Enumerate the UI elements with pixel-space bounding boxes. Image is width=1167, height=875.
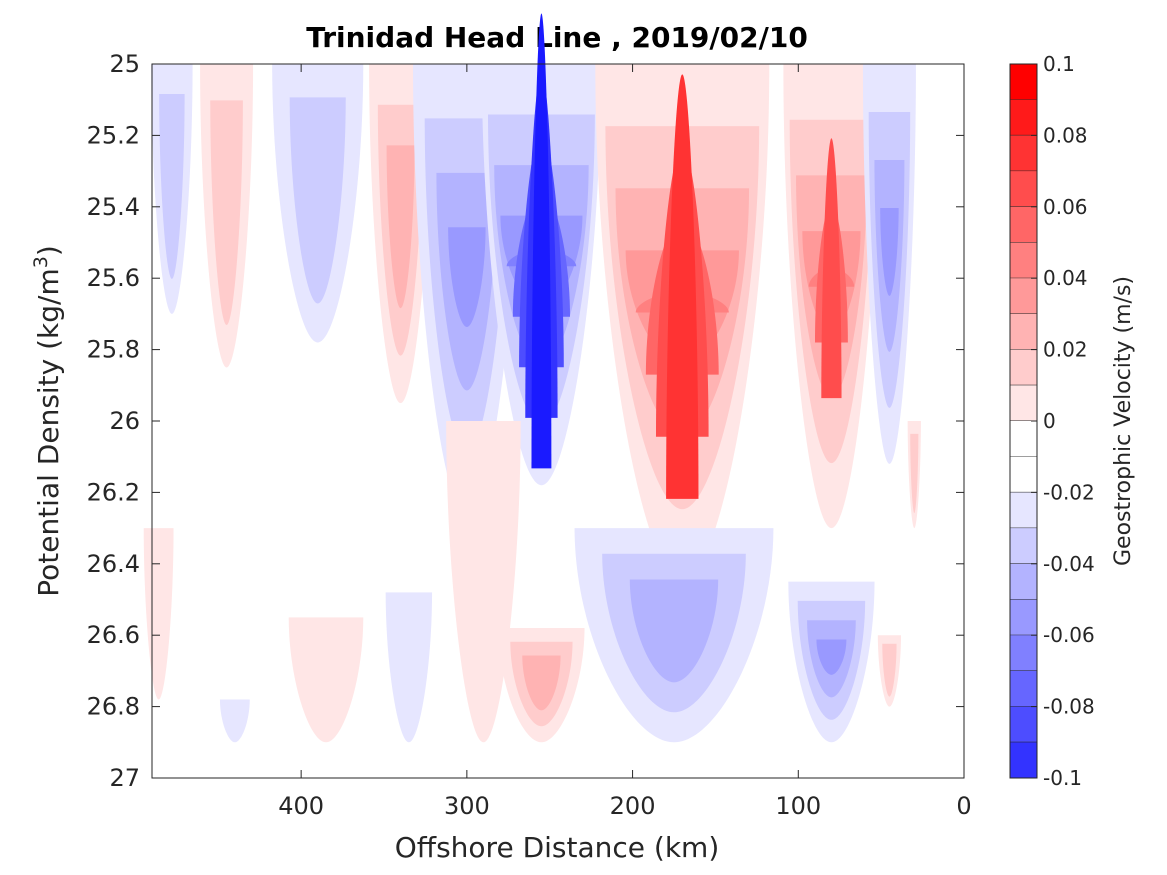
- y-tick-label: 26.4: [87, 550, 140, 578]
- colorbar: 0.1 0.08 0.06 0.04 0.02 0 -0.02 -0.04 -0.06 -0.08…: [1009, 52, 1095, 790]
- y-tick-label: 25.8: [87, 336, 140, 364]
- chart-title: Trinidad Head Line , 2019/02/10: [306, 21, 808, 54]
- x-tick-label: 100: [775, 792, 821, 820]
- y-tick-label: 25: [109, 50, 140, 78]
- colorbar-swatch: [1010, 599, 1037, 636]
- colorbar-tick-label: 0.06: [1043, 195, 1088, 219]
- x-axis-label: Offshore Distance (km): [395, 831, 720, 864]
- colorbar-swatch: [1010, 242, 1037, 279]
- colorbar-swatch: [1010, 635, 1037, 671]
- colorbar-swatch: [1010, 64, 1037, 100]
- colorbar-tick-label: 0.1: [1043, 52, 1075, 76]
- contour-band-blue-patch-335km-deep-0: [385, 592, 433, 743]
- y-tick-label: 25.6: [87, 264, 140, 292]
- y-axis-label-close: ): [32, 245, 65, 256]
- colorbar-swatch: [1010, 171, 1037, 207]
- y-tick-label: 26.6: [87, 621, 140, 649]
- contour-band-red-core-255km-deep-2: [522, 655, 561, 711]
- contour-band-blue-core-300km-3: [448, 227, 486, 327]
- colorbar-tick-label: -0.04: [1043, 552, 1095, 576]
- colorbar-swatch: [1010, 670, 1037, 707]
- colorbar-swatch: [1010, 421, 1037, 457]
- colorbar-tick-label: 0.08: [1043, 123, 1088, 147]
- x-tick-label: 200: [610, 792, 656, 820]
- colorbar-swatch: [1010, 278, 1037, 314]
- contour-band-red-core-340km-2: [386, 145, 415, 309]
- y-tick-label: 25.4: [87, 193, 140, 221]
- colorbar-swatches: [1010, 64, 1037, 779]
- colorbar-swatch: [1010, 492, 1037, 529]
- y-tick-label: 26.2: [87, 478, 140, 506]
- y-tick-label: 26.8: [87, 693, 140, 721]
- x-tick-label: 0: [956, 792, 971, 820]
- colorbar-tick-label: -0.02: [1043, 480, 1095, 504]
- colorbar-ticks: 0.1 0.08 0.06 0.04 0.02 0 -0.02 -0.04 -0.06 -0.08…: [1031, 52, 1095, 790]
- colorbar-tick-label: 0.04: [1043, 266, 1088, 290]
- y-axis-label: Potential Density (kg/m3): [30, 245, 65, 597]
- colorbar-swatch: [1010, 135, 1037, 172]
- colorbar-swatch: [1010, 742, 1037, 778]
- y-tick-label: 25.2: [87, 121, 140, 149]
- x-axis-ticks: 400 300 200 100 0: [278, 64, 972, 820]
- colorbar-swatch: [1010, 456, 1037, 493]
- y-axis-label-main: Potential Density (kg/m: [32, 268, 65, 597]
- contour-band-red-core-170km-7: [666, 74, 699, 499]
- contour-fills: [143, 13, 921, 743]
- contour-band-blue-core-45km-3: [880, 207, 899, 296]
- contour-band-red-patch-485km-deep-0: [143, 528, 174, 700]
- colorbar-swatch: [1010, 385, 1037, 421]
- colorbar-swatch: [1010, 706, 1037, 743]
- contour-band-blue-patch-440km-deep-0: [219, 699, 250, 743]
- contour-band-red-core-445km-1: [210, 100, 243, 325]
- y-axis-ticks: 25 25.2 25.4 25.6 25.8 26 26.2 26.4 26.6 26.8 27: [87, 50, 964, 792]
- colorbar-tick-label: -0.06: [1043, 623, 1095, 647]
- colorbar-swatch: [1010, 99, 1037, 136]
- contour-band-blue-core-480km-1: [159, 93, 185, 279]
- contour-band-blue-core-175km-deep-2: [629, 579, 719, 683]
- y-tick-label: 27: [109, 764, 140, 792]
- colorbar-label: Geostrophic Velocity (m/s): [1111, 276, 1136, 566]
- x-tick-label: 300: [444, 792, 490, 820]
- colorbar-tick-label: -0.08: [1043, 695, 1095, 719]
- colorbar-tick-label: -0.1: [1043, 766, 1082, 790]
- contour-band-red-patch-45km-deep-1: [882, 643, 897, 697]
- plot-area: 25 25.2 25.4 25.6 25.8 26 26.2 26.4 26.6 26.8 27 4…: [87, 13, 972, 820]
- colorbar-tick-label: 0: [1043, 409, 1056, 433]
- colorbar-swatch: [1010, 313, 1037, 350]
- colorbar-swatch: [1010, 528, 1037, 564]
- contour-band-blue-core-395km-1: [289, 97, 346, 304]
- y-axis-label-superscript: 3: [30, 256, 52, 268]
- x-tick-label: 400: [278, 792, 324, 820]
- contour-band-blue-core-255km-8: [531, 13, 552, 469]
- contour-band-red-patch-385km-deep-0: [288, 617, 364, 743]
- contour-band-blue-core-80km-deep-3: [816, 639, 847, 675]
- colorbar-tick-label: 0.02: [1043, 338, 1088, 362]
- contour-band-red-core-80km-6: [821, 138, 842, 399]
- colorbar-swatch: [1010, 349, 1037, 386]
- y-tick-label: 26: [109, 407, 140, 435]
- colorbar-swatch: [1010, 563, 1037, 600]
- contour-band-red-patch-30km-1: [910, 433, 919, 514]
- colorbar-swatch: [1010, 206, 1037, 243]
